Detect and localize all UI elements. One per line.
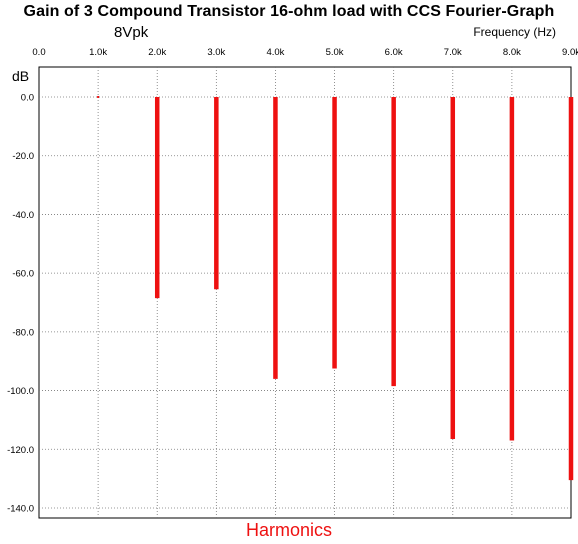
y-tick-label: -140.0 [7,504,34,515]
x-tick-label: 6.0k [385,47,403,58]
y-tick-label: -40.0 [12,210,34,221]
y-tick-label: -80.0 [12,327,34,338]
y-tick-label: -100.0 [7,386,34,397]
x-tick-label: 8.0k [503,47,521,58]
x-tick-label: 2.0k [148,47,166,58]
chart-footer: Harmonics [245,520,333,540]
y-tick-label: 0.0 [21,93,34,104]
x-tick-label: 5.0k [326,47,344,58]
x-tick-label: 4.0k [266,47,284,58]
y-tick-label: -120.0 [7,445,34,456]
y-axis-label: dB [12,68,30,84]
x-axis-label: Frequency (Hz) [473,25,556,39]
y-tick-label: -60.0 [12,269,34,280]
chart-title: Gain of 3 Compound Transistor 16-ohm loa… [23,3,555,20]
x-tick-label: 0.0 [32,47,45,58]
plot-frame [38,66,572,519]
x-tick-label: 1.0k [89,47,107,58]
x-tick-label: 9.0k [562,47,578,58]
chart-subtitle: 8Vpk [114,24,149,41]
x-tick-label: 7.0k [444,47,462,58]
x-tick-label: 3.0k [207,47,225,58]
y-tick-label: -20.0 [12,151,34,162]
